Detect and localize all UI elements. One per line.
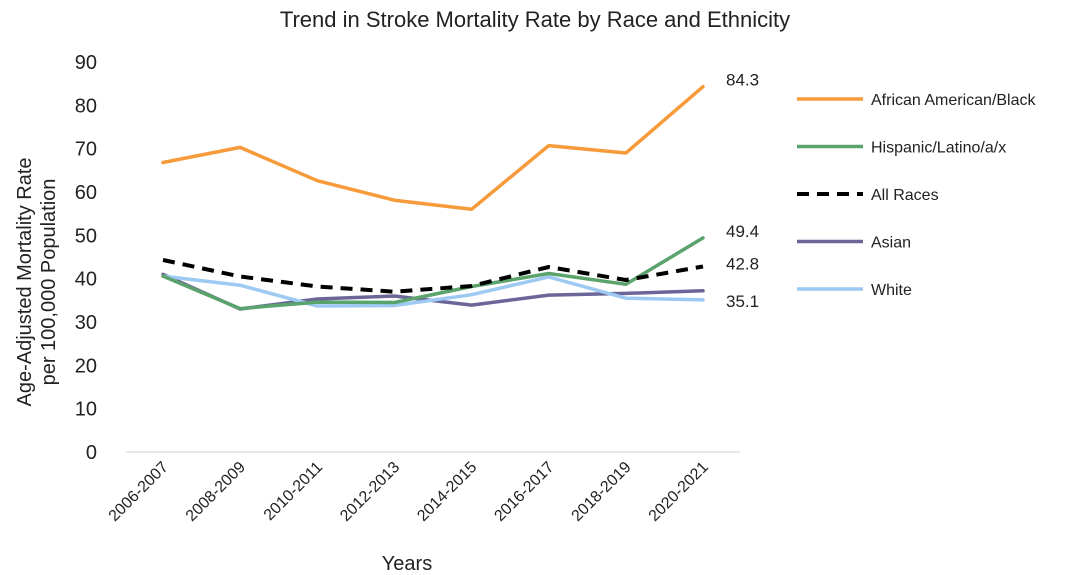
x-tick-label: 2020-2021 [646, 459, 712, 525]
y-axis-title-line-2: per 100,000 Population [38, 179, 60, 386]
y-tick-label: 60 [75, 182, 97, 204]
x-tick-label: 2014-2015 [414, 459, 480, 525]
series-line-african-american-black [163, 87, 703, 210]
y-tick-label: 50 [75, 225, 97, 247]
y-axis-title-line-1: Age-Adjusted Mortality Rate [14, 157, 36, 406]
x-tick-label: 2008-2009 [183, 459, 249, 525]
y-tick-label: 0 [86, 442, 97, 464]
y-axis: 0 10 20 30 40 50 60 70 80 90 [75, 52, 97, 464]
data-labels: 84.3 49.4 42.8 35.1 [726, 71, 759, 311]
y-tick-label: 10 [75, 399, 97, 421]
x-axis: 2006-2007 2008-2009 2010-2011 2012-2013 2014… [106, 459, 712, 525]
data-label: 42.8 [726, 255, 759, 274]
chart-title: Trend in Stroke Mortality Rate by Race a… [280, 7, 790, 32]
x-axis-title: Years [382, 553, 432, 575]
legend-label: Hispanic/Latino/a/x [871, 140, 1006, 157]
data-label: 49.4 [726, 222, 759, 241]
y-tick-label: 80 [75, 95, 97, 117]
x-tick-label: 2010-2011 [261, 459, 326, 524]
x-tick-label: 2016-2017 [491, 459, 557, 525]
x-tick-label: 2006-2007 [106, 459, 172, 525]
data-label: 35.1 [726, 292, 759, 311]
x-tick-label: 2018-2019 [569, 459, 635, 525]
y-tick-label: 40 [75, 269, 97, 291]
legend: African American/Black Hispanic/Latino/a/… [797, 92, 1037, 299]
y-tick-label: 70 [75, 139, 97, 161]
legend-label: All Races [871, 187, 939, 204]
y-tick-label: 90 [75, 52, 97, 74]
y-tick-label: 30 [75, 312, 97, 334]
x-tick-label: 2012-2013 [337, 459, 403, 525]
data-label: 84.3 [726, 71, 759, 90]
legend-label: African American/Black [871, 92, 1037, 109]
legend-label: Asian [871, 235, 911, 252]
legend-label: White [871, 282, 912, 299]
y-tick-label: 20 [75, 355, 97, 377]
series-lines [163, 87, 703, 309]
